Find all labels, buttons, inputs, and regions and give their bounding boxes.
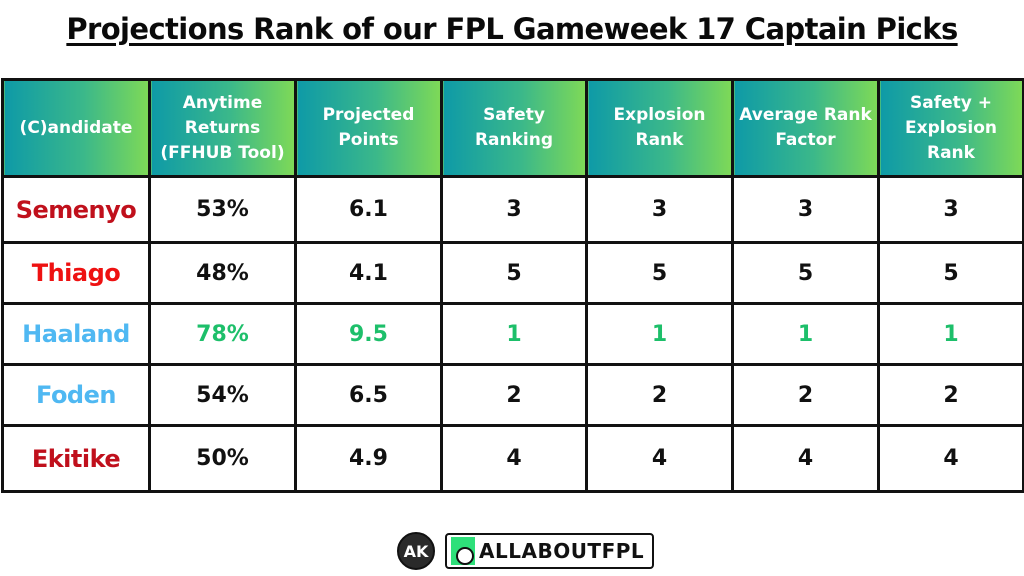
header-anytime-returns: Anytime Returns (FFHUB Tool)	[148, 78, 297, 178]
table-row: Ekitike 50% 4.9 4 4 4 4	[1, 424, 1024, 493]
safety-ranking-cell: 1	[440, 302, 588, 366]
projected-points-cell: 4.9	[294, 424, 443, 493]
projected-points-cell: 9.5	[294, 302, 443, 366]
explosion-rank-cell: 1	[585, 302, 734, 366]
safety-explosion-rank-cell: 2	[877, 363, 1024, 427]
explosion-rank-cell: 3	[585, 175, 734, 244]
projected-points-cell: 6.5	[294, 363, 443, 427]
anytime-returns-cell: 54%	[148, 363, 297, 427]
safety-ranking-cell: 3	[440, 175, 588, 244]
candidate-name: Ekitike	[1, 424, 151, 493]
header-explosion-rank: Explosion Rank	[585, 78, 734, 178]
explosion-rank-cell: 2	[585, 363, 734, 427]
average-rank-factor-cell: 2	[731, 363, 880, 427]
anytime-returns-cell: 78%	[148, 302, 297, 366]
header-safety-ranking: Safety Ranking	[440, 78, 588, 178]
explosion-rank-cell: 4	[585, 424, 734, 493]
captain-picks-table: (C)andidate Anytime Returns (FFHUB Tool)…	[1, 78, 1024, 493]
brand-text: ALLABOUTFPL	[479, 539, 645, 563]
candidate-name: Haaland	[1, 302, 151, 366]
safety-ranking-cell: 5	[440, 241, 588, 305]
table-row: Haaland 78% 9.5 1 1 1 1	[1, 302, 1024, 366]
safety-ranking-cell: 4	[440, 424, 588, 493]
anytime-returns-cell: 50%	[148, 424, 297, 493]
average-rank-factor-cell: 3	[731, 175, 880, 244]
table-header-row: (C)andidate Anytime Returns (FFHUB Tool)…	[1, 78, 1024, 178]
safety-explosion-rank-cell: 4	[877, 424, 1024, 493]
table-row: Thiago 48% 4.1 5 5 5 5	[1, 241, 1024, 305]
projected-points-cell: 6.1	[294, 175, 443, 244]
page-title: Projections Rank of our FPL Gameweek 17 …	[66, 12, 958, 46]
table-row: Foden 54% 6.5 2 2 2 2	[1, 363, 1024, 427]
ak-monogram-icon: AK	[397, 532, 435, 570]
average-rank-factor-cell: 4	[731, 424, 880, 493]
header-safety-explosion-rank: Safety + Explosion Rank	[877, 78, 1024, 178]
allaboutfpl-logo: AK ALLABOUTFPL	[397, 532, 655, 570]
header-average-rank-factor: Average Rank Factor	[731, 78, 880, 178]
projected-points-cell: 4.1	[294, 241, 443, 305]
brand-wordmark: ALLABOUTFPL	[445, 533, 655, 569]
average-rank-factor-cell: 1	[731, 302, 880, 366]
header-candidate: (C)andidate	[1, 78, 151, 178]
football-boot-ball-icon	[451, 537, 475, 565]
safety-explosion-rank-cell: 1	[877, 302, 1024, 366]
header-projected-points: Projected Points	[294, 78, 443, 178]
average-rank-factor-cell: 5	[731, 241, 880, 305]
safety-explosion-rank-cell: 3	[877, 175, 1024, 244]
safety-ranking-cell: 2	[440, 363, 588, 427]
anytime-returns-cell: 53%	[148, 175, 297, 244]
candidate-name: Thiago	[1, 241, 151, 305]
candidate-name: Foden	[1, 363, 151, 427]
explosion-rank-cell: 5	[585, 241, 734, 305]
anytime-returns-cell: 48%	[148, 241, 297, 305]
candidate-name: Semenyo	[1, 175, 151, 244]
table-row: Semenyo 53% 6.1 3 3 3 3	[1, 175, 1024, 244]
safety-explosion-rank-cell: 5	[877, 241, 1024, 305]
